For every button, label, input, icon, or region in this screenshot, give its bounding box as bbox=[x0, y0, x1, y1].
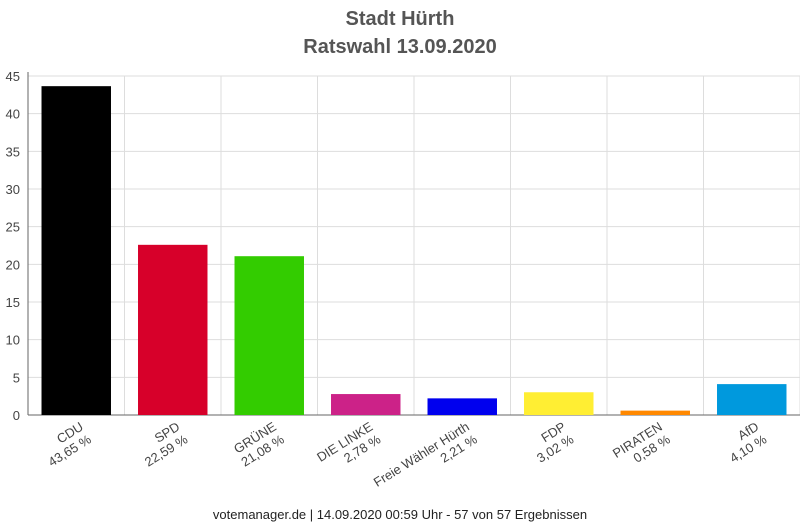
bar-piraten bbox=[620, 410, 690, 415]
y-tick-label: 45 bbox=[6, 69, 20, 84]
chart-title: Stadt Hürth bbox=[345, 8, 455, 30]
y-tick-label: 5 bbox=[13, 370, 20, 385]
bar-cdu bbox=[41, 86, 111, 416]
y-tick-label: 25 bbox=[6, 220, 20, 235]
y-tick-label: 10 bbox=[6, 333, 20, 348]
bar-spd bbox=[138, 244, 208, 415]
y-tick-label: 20 bbox=[6, 257, 20, 272]
y-tick-label: 35 bbox=[6, 144, 20, 159]
chart-subtitle: Ratswahl 13.09.2020 bbox=[303, 36, 497, 58]
y-tick-label: 30 bbox=[6, 182, 20, 197]
bar-fdp bbox=[524, 392, 594, 415]
y-tick-label: 15 bbox=[6, 295, 20, 310]
bar-afd bbox=[717, 384, 787, 415]
y-tick-label: 0 bbox=[13, 408, 20, 423]
y-tick-label: 40 bbox=[6, 107, 20, 122]
footer-source: votemanager.de | 14.09.2020 00:59 Uhr - … bbox=[212, 507, 588, 522]
bar-freie-w-hler-h-rth bbox=[427, 398, 497, 415]
bar-die-linke bbox=[331, 394, 401, 415]
bar-gr-ne bbox=[234, 256, 304, 415]
